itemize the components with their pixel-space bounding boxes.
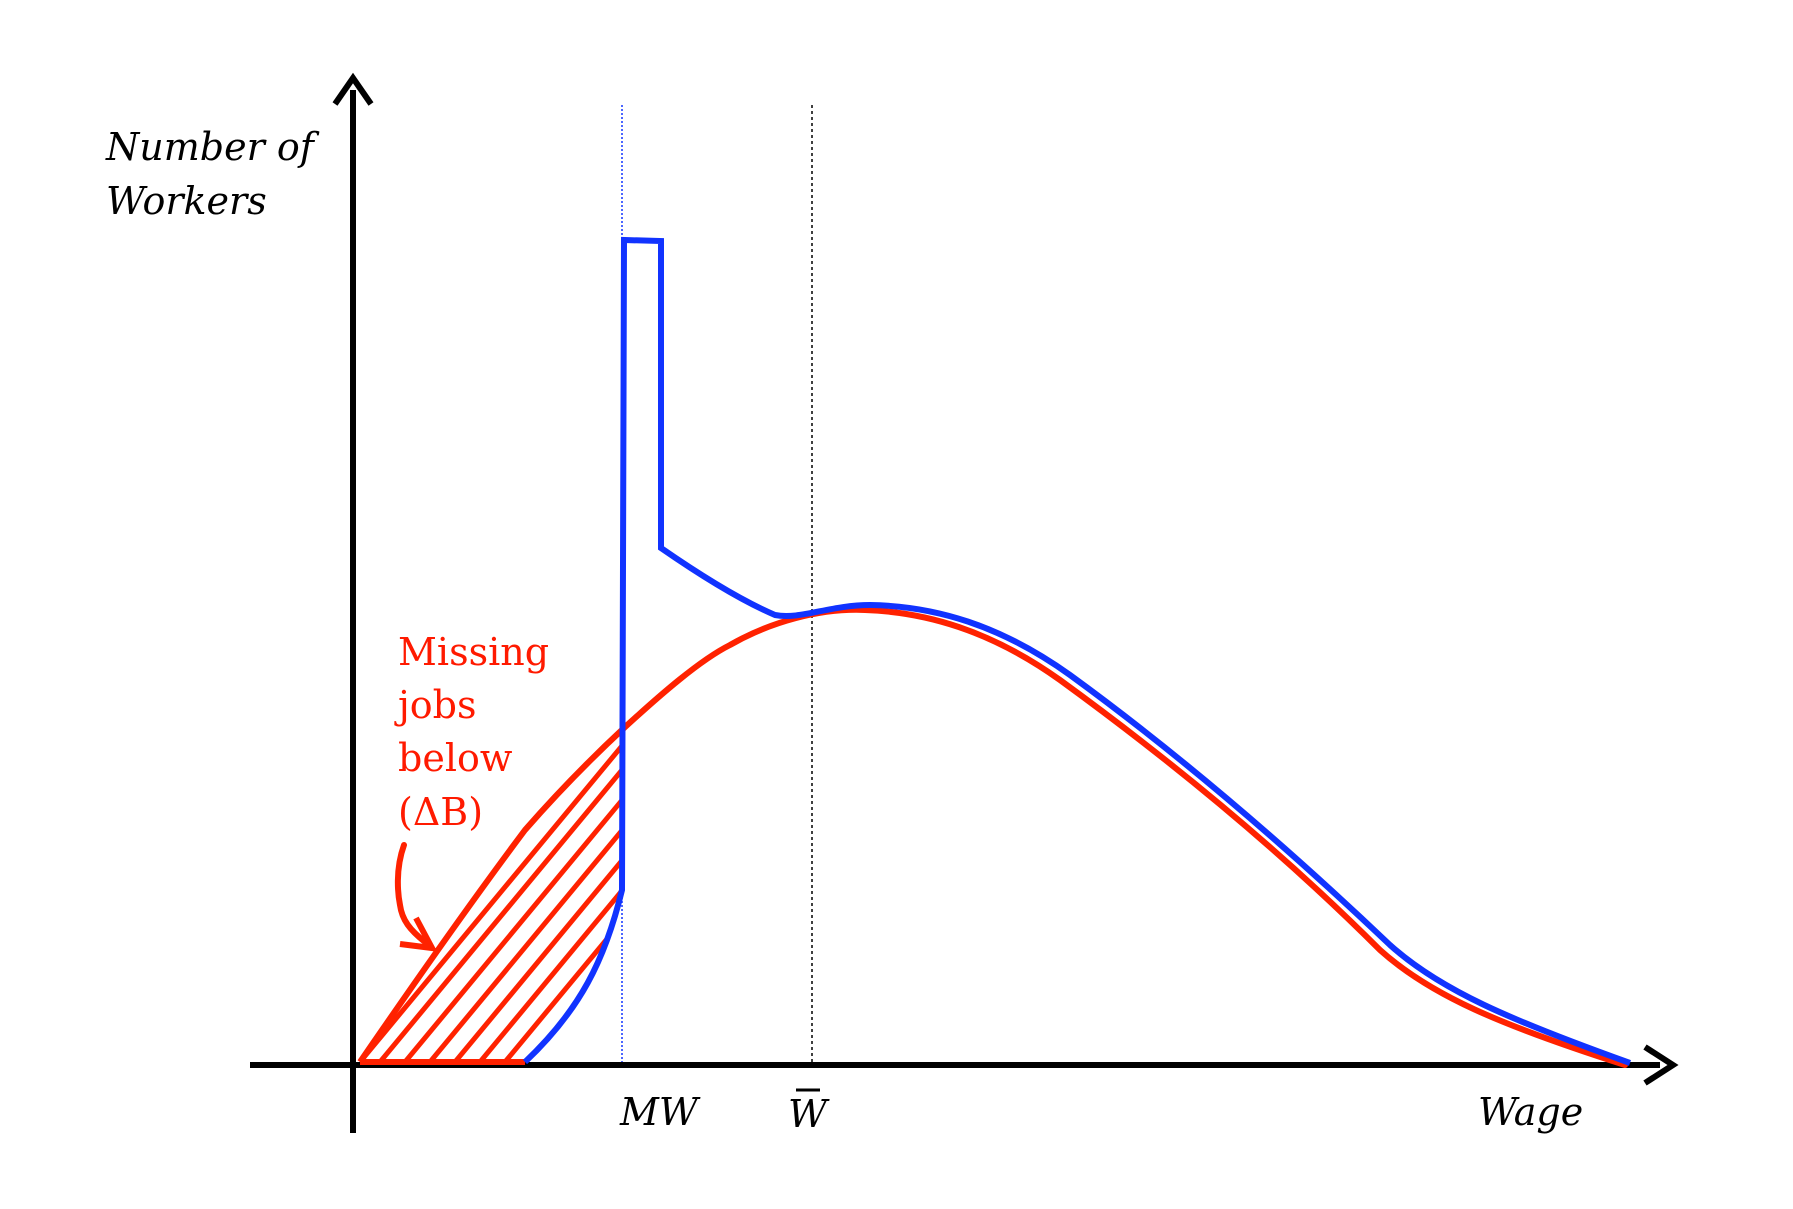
annotation-line3: below (398, 736, 513, 780)
y-axis (332, 72, 374, 1133)
annotation-line2: jobs (394, 683, 477, 727)
annotation-arrowhead (399, 916, 438, 952)
counterfactual-wage-distribution (621, 606, 1628, 1068)
annotation-arrow (394, 842, 428, 945)
y-axis-arrowhead (332, 72, 374, 106)
y-axis-label-line2: Workers (106, 179, 267, 223)
mean-wage-label: W (788, 1092, 830, 1136)
minimum-wage-label: MW (619, 1090, 701, 1134)
missing-jobs-outline (357, 725, 627, 1064)
x-axis-label: Wage (1478, 1090, 1583, 1134)
annotation-line4: (ΔB) (398, 790, 483, 834)
annotation-line1: Missing (398, 630, 549, 674)
actual-wage-distribution (522, 236, 1632, 1066)
y-axis-label-line1: Number of (105, 125, 320, 169)
x-axis-arrowhead (1643, 1044, 1679, 1086)
